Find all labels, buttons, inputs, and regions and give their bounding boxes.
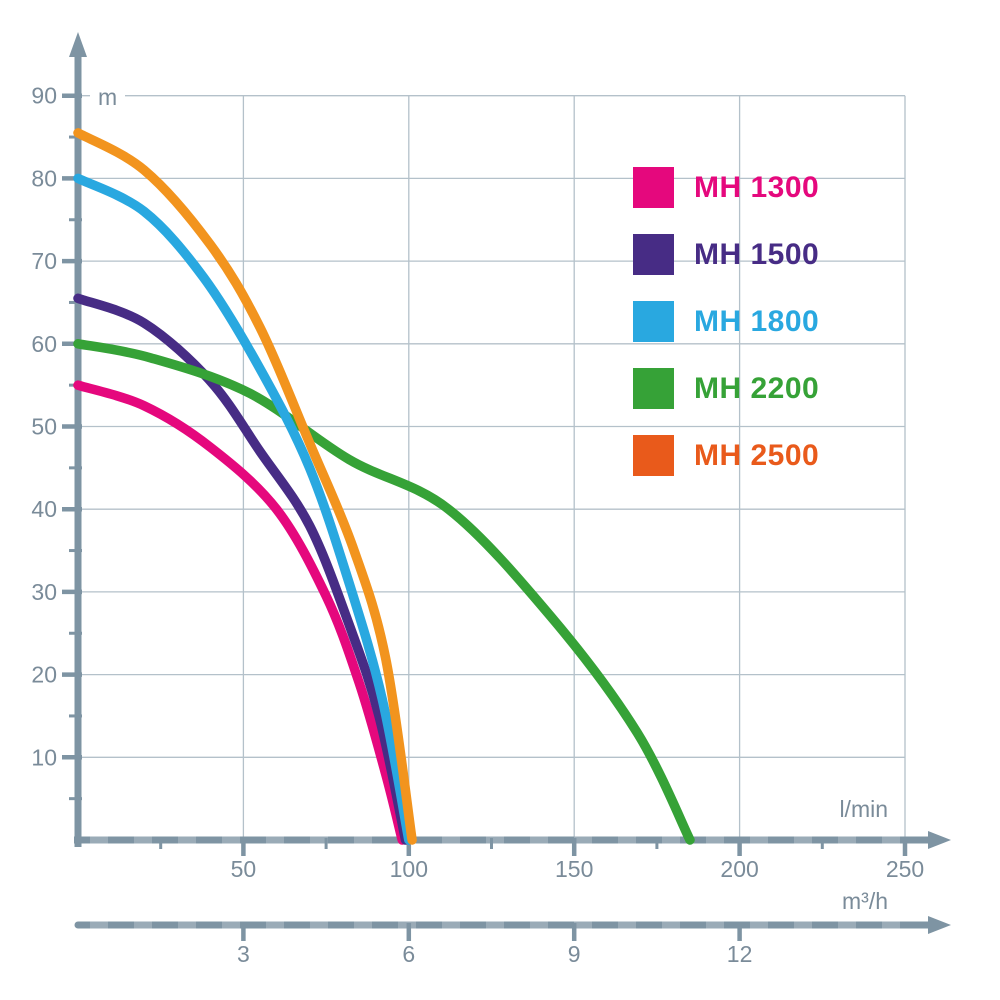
x2-tick-label: 3	[237, 941, 250, 967]
x2-axis-unit-label: m³/h	[842, 888, 888, 914]
legend-swatch-mh-1300	[633, 167, 674, 208]
y-tick-label: 70	[31, 248, 57, 274]
legend-label-mh-2200: MH 2200	[694, 371, 820, 405]
y-axis-arrow-icon	[69, 32, 87, 57]
y-tick-label: 30	[31, 579, 57, 605]
legend-label-mh-1800: MH 1800	[694, 304, 820, 338]
x2-tick-label: 12	[727, 941, 753, 967]
pump-curve-mh-1500	[73, 293, 411, 845]
pump-curve-mh-1300	[73, 380, 407, 845]
x-axis-arrow-icon	[928, 831, 951, 849]
legend-label-mh-1300: MH 1300	[694, 170, 820, 204]
x2-tick-label: 6	[402, 941, 415, 967]
legend-swatch-mh-1500	[633, 234, 674, 275]
legend-item-mh-2200: MH 2200	[633, 368, 819, 409]
legend-item-mh-1300: MH 1300	[633, 167, 819, 208]
legend-swatch-mh-2500	[633, 435, 674, 476]
x-tick-label: 250	[886, 856, 924, 882]
y-tick-label: 90	[31, 83, 57, 109]
y-tick-label: 40	[31, 496, 57, 522]
x-tick-label: 150	[555, 856, 593, 882]
x-tick-label: 100	[390, 856, 428, 882]
x-axis-unit-label: l/min	[839, 796, 888, 822]
pump-curve-mh-2500	[73, 128, 417, 845]
legend-item-mh-1800: MH 1800	[633, 301, 819, 342]
x-tick-label: 200	[720, 856, 758, 882]
legend-item-mh-1500: MH 1500	[633, 234, 819, 275]
legend-label-mh-2500: MH 2500	[694, 438, 820, 472]
pump-curve-mh-1800	[73, 173, 414, 845]
pump-curve-mh-2200	[73, 339, 695, 845]
x2-axis-arrow-icon	[928, 916, 951, 934]
y-tick-label: 80	[31, 165, 57, 191]
legend-swatch-mh-1800	[633, 301, 674, 342]
x2-tick-label: 9	[568, 941, 581, 967]
legend-label-mh-1500: MH 1500	[694, 237, 820, 271]
y-tick-label: 50	[31, 414, 57, 440]
y-tick-label: 10	[31, 744, 57, 770]
x-tick-label: 50	[231, 856, 257, 882]
y-axis-unit-label: m	[90, 86, 126, 109]
legend-item-mh-2500: MH 2500	[633, 435, 819, 476]
legend-swatch-mh-2200	[633, 368, 674, 409]
y-tick-label: 60	[31, 331, 57, 357]
legend: MH 1300 MH 1500 MH 1800 MH 2200 MH 2500	[633, 167, 819, 476]
y-tick-label: 20	[31, 662, 57, 688]
